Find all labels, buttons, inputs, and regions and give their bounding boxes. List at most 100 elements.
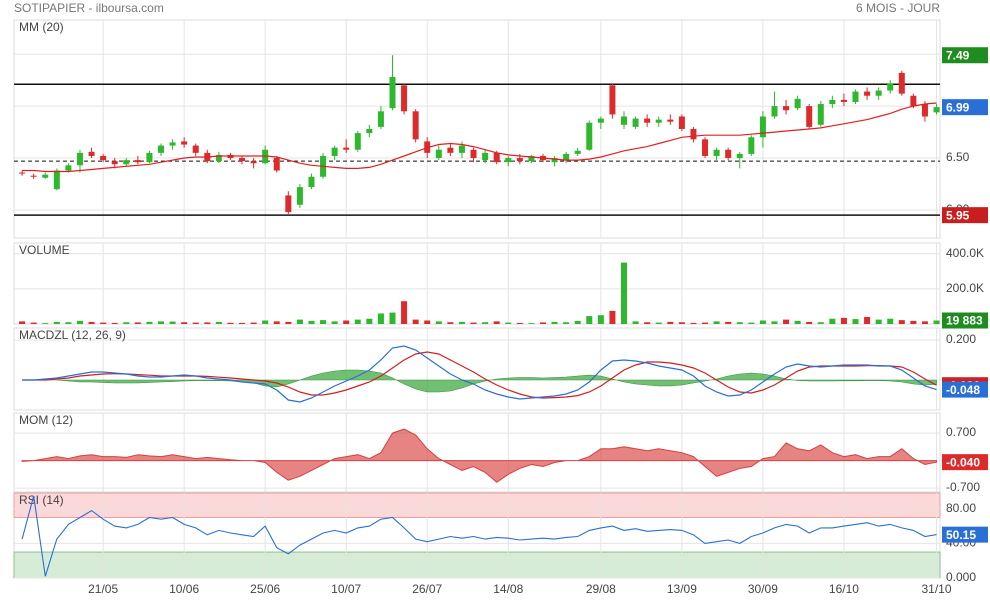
x-tick-label: 13/09	[667, 582, 697, 596]
candle-body	[794, 98, 801, 109]
panel-label: MOM (12)	[19, 413, 73, 427]
volume-bar	[354, 319, 361, 324]
candle-body	[354, 133, 361, 150]
panel-frame	[13, 327, 941, 411]
volume-bar	[447, 322, 454, 324]
candle-body	[88, 151, 95, 156]
candle-body	[146, 152, 153, 163]
panel-label: RSI (14)	[19, 493, 64, 507]
volume-bar	[933, 320, 940, 324]
value-badge	[942, 207, 988, 224]
x-tick-label: 30/09	[748, 582, 778, 596]
volume-bar	[528, 323, 535, 324]
volume-bar	[910, 320, 917, 324]
candle-body	[771, 106, 778, 117]
volume-bar	[42, 323, 49, 324]
rsi-line	[21, 495, 937, 577]
period: 6 MOIS - JOUR	[856, 1, 940, 15]
candle-body	[30, 175, 37, 177]
candle-body	[516, 158, 523, 162]
y-tick-label: 6.50	[946, 150, 970, 164]
volume-bar	[343, 320, 350, 324]
x-tick-label: 14/08	[493, 582, 523, 596]
candle-body	[933, 107, 940, 113]
volume-bar	[366, 318, 373, 324]
candle-body	[829, 99, 836, 105]
volume-bar	[158, 321, 165, 324]
volume-bar	[736, 322, 743, 324]
volume-bar	[273, 321, 280, 324]
volume-bar	[215, 321, 222, 324]
volume-bar	[817, 322, 824, 324]
volume-bar	[88, 321, 95, 324]
volume-bar	[296, 319, 303, 324]
candle-body	[169, 142, 176, 146]
candle-body	[736, 153, 743, 159]
value-badge-label: -0.040	[946, 455, 980, 469]
candle-body	[100, 155, 107, 161]
candle-body	[840, 99, 847, 102]
candle-body	[690, 128, 697, 140]
y-tick-label: 400.0K	[946, 246, 984, 260]
candle-body	[273, 158, 280, 171]
panel-frame	[13, 242, 941, 325]
volume-bar	[412, 319, 419, 324]
candle-body	[910, 95, 917, 107]
candle-body	[447, 147, 454, 153]
candle-body	[586, 122, 593, 150]
candle-body	[655, 119, 662, 123]
candle-body	[748, 137, 755, 154]
value-badge	[942, 381, 988, 398]
volume-bar	[250, 322, 257, 324]
volume-bar	[320, 320, 327, 324]
y-tick-label: 0.200	[946, 332, 976, 346]
volume-bar	[377, 313, 384, 324]
volume-bar	[53, 321, 60, 324]
panel-label: MACDZL (12, 26, 9)	[19, 328, 126, 342]
candle-body	[401, 85, 408, 112]
candle-body	[123, 160, 130, 165]
panel-frame	[13, 412, 941, 493]
volume-bar	[898, 320, 905, 324]
candle-body	[343, 147, 350, 150]
volume-bar	[482, 322, 489, 324]
x-tick-label: 10/06	[169, 582, 199, 596]
volume-bar	[100, 322, 107, 324]
volume-bar	[123, 322, 130, 324]
candle-body	[702, 139, 709, 156]
candle-body	[887, 83, 894, 91]
x-tick-label: 16/10	[829, 582, 859, 596]
volume-bar	[921, 321, 928, 324]
candle-body	[563, 153, 570, 161]
oversold-band	[13, 551, 941, 579]
candle-body	[296, 187, 303, 205]
macd-line	[22, 345, 937, 403]
volume-bar	[19, 321, 26, 324]
candle-body	[493, 152, 500, 163]
value-badge-label: 5.95	[946, 208, 970, 222]
candle-body	[609, 85, 616, 115]
volume-bar	[389, 312, 396, 324]
volume-bar	[655, 322, 662, 324]
candle-body	[181, 141, 188, 145]
macd-line	[22, 351, 937, 399]
volume-bar	[621, 262, 628, 324]
volume-bar	[725, 321, 732, 324]
volume-bar	[285, 321, 292, 324]
candle-body	[505, 158, 512, 163]
candle-body	[817, 104, 824, 125]
volume-bar	[840, 317, 847, 324]
candle-body	[470, 149, 477, 159]
x-tick-label: 10/07	[331, 582, 361, 596]
volume-bar	[181, 322, 188, 324]
volume-bar	[192, 322, 199, 324]
candle-body	[551, 158, 558, 163]
volume-bar	[864, 316, 871, 324]
volume-bar	[597, 315, 604, 324]
candle-body	[331, 147, 338, 156]
volume-bar	[458, 321, 465, 324]
candle-body	[632, 118, 639, 127]
volume-bar	[702, 322, 709, 324]
overbought-band	[13, 492, 941, 518]
volume-bar	[76, 320, 83, 324]
